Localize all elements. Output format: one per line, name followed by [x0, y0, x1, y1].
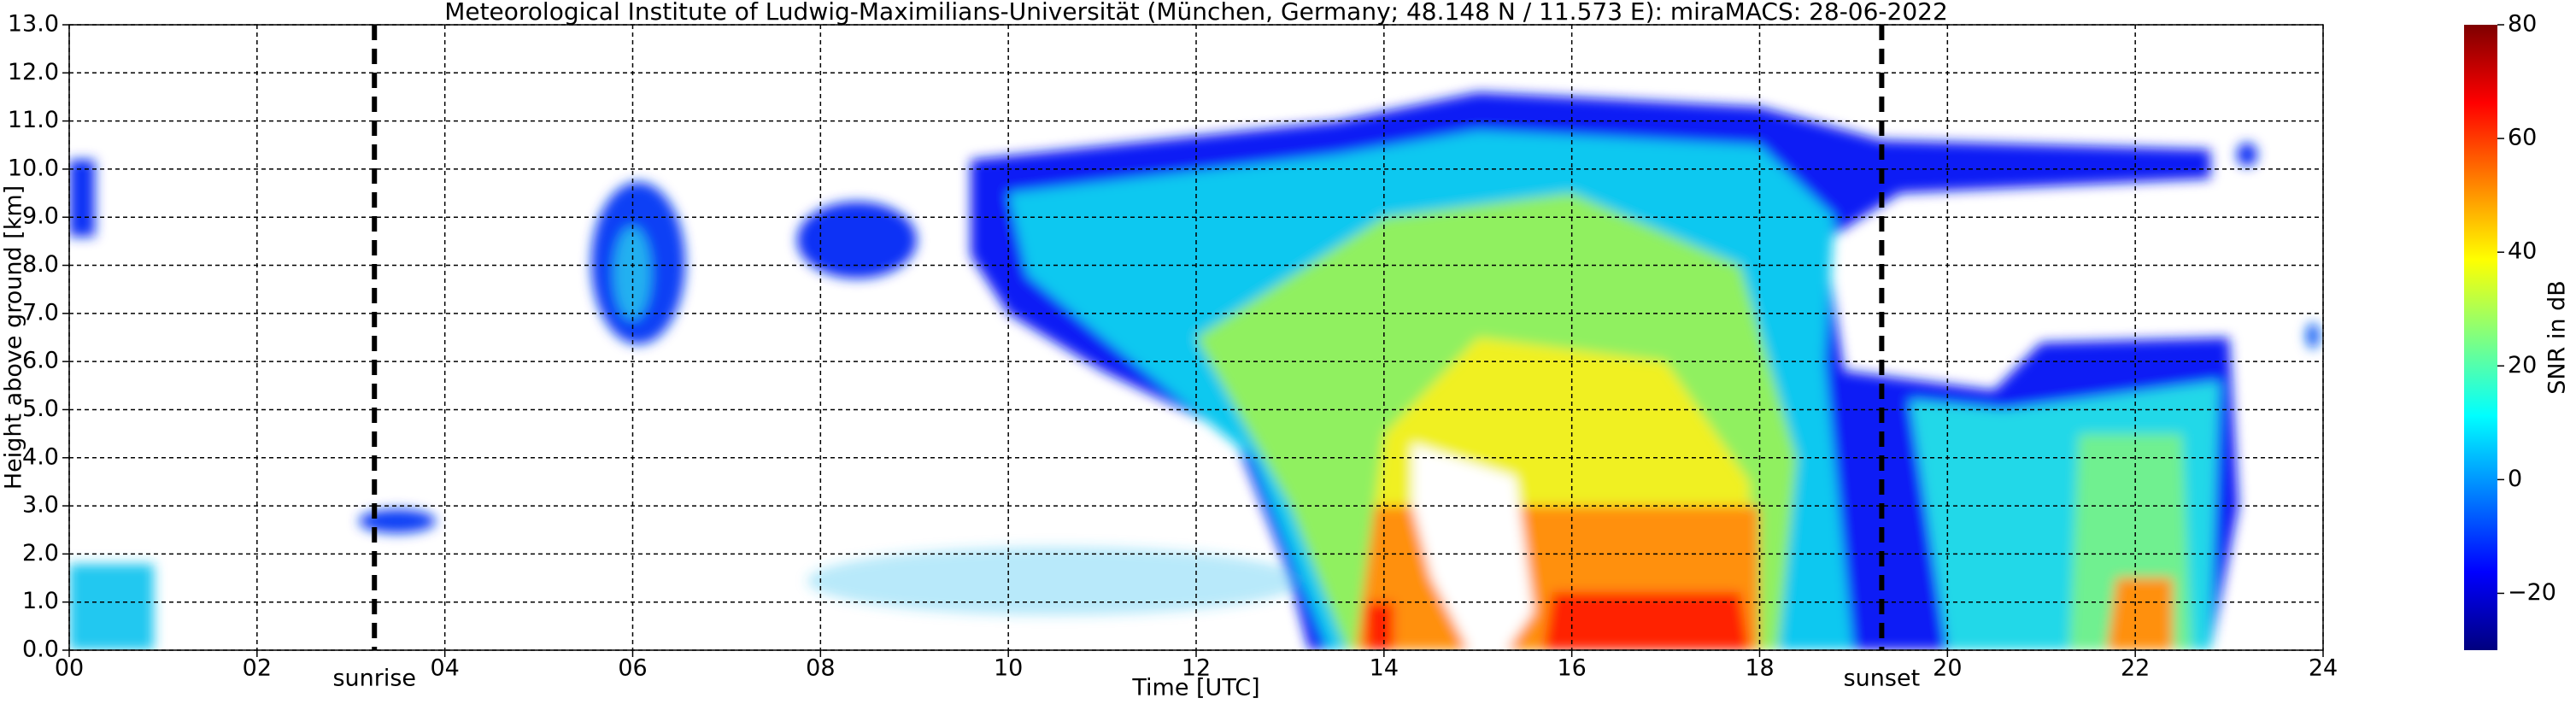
y-tick-label: 9.0 [22, 203, 59, 230]
event-label: sunrise [332, 666, 416, 692]
y-tick-label: 3.0 [22, 492, 59, 519]
y-tick-label: 8.0 [22, 251, 59, 278]
x-tick-label: 00 [55, 655, 84, 682]
y-tick-label: 4.0 [22, 443, 59, 470]
x-tick-label: 22 [2121, 655, 2150, 682]
y-tick-label: 11.0 [8, 107, 59, 133]
chart-title: Meteorological Institute of Ludwig-Maxim… [444, 0, 1948, 26]
x-tick-label: 04 [430, 655, 459, 682]
y-tick-label: 13.0 [8, 11, 59, 38]
x-tick-label: 02 [243, 655, 272, 682]
colorbar-tick-label: 0 [2508, 466, 2522, 492]
x-tick-label: 06 [618, 655, 647, 682]
y-axis-label: Height above ground [km] [1, 185, 27, 490]
y-tick-label: 10.0 [8, 155, 59, 181]
colorbar-label: SNR in dB [2544, 280, 2571, 395]
x-tick-label: 18 [1745, 655, 1774, 682]
colorbar-tick-label: 80 [2508, 11, 2537, 38]
colorbar [2464, 25, 2497, 650]
colorbar-tick-label: 40 [2508, 238, 2537, 265]
y-tick-label: 5.0 [22, 396, 59, 422]
colorbar-tick-label: 20 [2508, 352, 2537, 378]
radar-field [69, 92, 2320, 650]
colorbar-tick-label: 60 [2508, 125, 2537, 151]
y-tick-label: 7.0 [22, 299, 59, 326]
x-tick-label: 24 [2309, 655, 2338, 682]
x-tick-label: 10 [994, 655, 1023, 682]
y-tick-label: 6.0 [22, 348, 59, 374]
x-tick-label: 08 [806, 655, 835, 682]
x-tick-label: 16 [1557, 655, 1586, 682]
y-tick-label: 2.0 [22, 540, 59, 566]
y-tick-label: 12.0 [8, 59, 59, 85]
x-tick-label: 14 [1370, 655, 1399, 682]
colorbar-tick-label: −20 [2508, 579, 2556, 606]
event-label: sunset [1844, 666, 1921, 692]
x-tick-label: 12 [1182, 655, 1211, 682]
x-axis-label: Time [UTC] [1131, 675, 1259, 701]
y-tick-label: 1.0 [22, 588, 59, 614]
plot-frame [68, 24, 2324, 651]
y-tick-label: 0.0 [22, 637, 59, 663]
x-tick-label: 20 [1933, 655, 1962, 682]
